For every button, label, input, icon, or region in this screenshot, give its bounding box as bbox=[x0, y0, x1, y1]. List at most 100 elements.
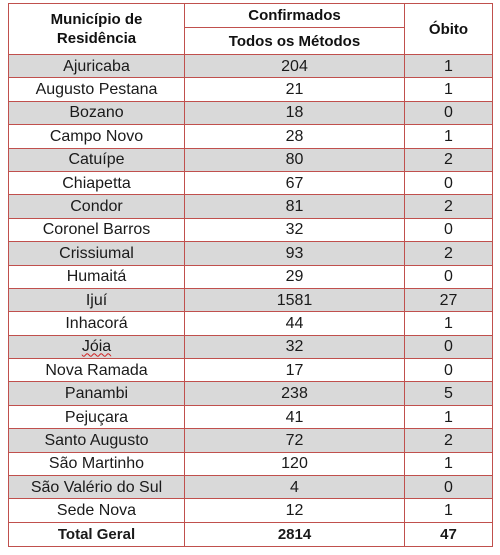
table-row: São Valério do Sul 4 0 bbox=[8, 475, 493, 500]
municipio-name: Condor bbox=[70, 198, 123, 216]
cell-obito: 0 bbox=[404, 475, 493, 500]
cell-obito: 1 bbox=[404, 124, 493, 149]
cell-obito: 0 bbox=[404, 334, 493, 360]
municipio-name: Ijuí bbox=[85, 291, 108, 309]
cell-confirmados: 12 bbox=[184, 498, 405, 523]
table-row: Catuípe 80 2 bbox=[8, 147, 493, 172]
cell-obito: 1 bbox=[404, 404, 493, 430]
table-row: Panambi 238 5 bbox=[8, 381, 493, 406]
cell-obito: 2 bbox=[404, 147, 493, 172]
header-confirmados: Confirmados bbox=[184, 2, 405, 29]
cell-confirmados: 80 bbox=[184, 147, 405, 172]
municipio-name: Coronel Barros bbox=[42, 221, 151, 239]
table-row: Santo Augusto 72 2 bbox=[8, 428, 493, 453]
table-row: Bozano 18 0 bbox=[8, 100, 493, 126]
municipio-name: Campo Novo bbox=[49, 127, 144, 145]
cell-obito: 1 bbox=[404, 77, 493, 102]
table-row: Augusto Pestana 21 1 bbox=[8, 77, 493, 102]
covid-cases-table: Município de Residência Confirmados Óbit… bbox=[8, 2, 493, 547]
cell-obito: 1 bbox=[404, 53, 493, 79]
cell-municipio: Jóia bbox=[8, 334, 185, 360]
cell-confirmados: 41 bbox=[184, 404, 405, 430]
cell-municipio: Panambi bbox=[8, 381, 185, 406]
cell-obito: 1 bbox=[404, 498, 493, 523]
cell-municipio: Bozano bbox=[8, 100, 185, 126]
municipio-name: São Martinho bbox=[48, 455, 145, 473]
municipio-name: São Valério do Sul bbox=[30, 478, 163, 496]
cell-confirmados: 204 bbox=[184, 53, 405, 79]
table-row: Coronel Barros 32 0 bbox=[8, 217, 493, 243]
municipio-name: Augusto Pestana bbox=[35, 81, 158, 99]
cell-confirmados: 29 bbox=[184, 264, 405, 289]
total-label: Total Geral bbox=[8, 521, 185, 547]
table-row: Ajuricaba 204 1 bbox=[8, 53, 493, 79]
cell-confirmados: 32 bbox=[184, 217, 405, 243]
cell-confirmados: 120 bbox=[184, 451, 405, 477]
total-confirmados: 2814 bbox=[184, 521, 405, 547]
cell-obito: 0 bbox=[404, 264, 493, 289]
cell-municipio: Catuípe bbox=[8, 147, 185, 172]
municipio-name: Jóia bbox=[81, 338, 112, 356]
cell-confirmados: 28 bbox=[184, 124, 405, 149]
municipio-name: Panambi bbox=[64, 385, 129, 403]
covid-cases-table-container: Município de Residência Confirmados Óbit… bbox=[8, 2, 493, 550]
cell-confirmados: 1581 bbox=[184, 287, 405, 313]
cell-confirmados: 93 bbox=[184, 241, 405, 266]
header-obito: Óbito bbox=[404, 3, 493, 55]
cell-confirmados: 18 bbox=[184, 100, 405, 126]
table-row: Condor 81 2 bbox=[8, 194, 493, 219]
municipio-name: Nova Ramada bbox=[45, 361, 148, 379]
cell-municipio: Ajuricaba bbox=[8, 53, 185, 79]
header-municipio: Município de Residência bbox=[8, 3, 185, 55]
total-row: Total Geral 2814 47 bbox=[8, 521, 493, 547]
table-row: Humaitá 29 0 bbox=[8, 264, 493, 289]
municipio-name: Catuípe bbox=[68, 151, 125, 169]
municipio-name: Chiapetta bbox=[62, 174, 131, 192]
cell-confirmados: 67 bbox=[184, 170, 405, 196]
cell-municipio: Inhacorá bbox=[8, 311, 185, 336]
cell-obito: 2 bbox=[404, 194, 493, 219]
header-municipio-line1: Município de bbox=[50, 11, 143, 28]
municipio-name: Ajuricaba bbox=[63, 57, 130, 75]
cell-confirmados: 72 bbox=[184, 428, 405, 453]
cell-municipio: Augusto Pestana bbox=[8, 77, 185, 102]
municipio-name: Bozano bbox=[69, 104, 124, 122]
cell-confirmados: 17 bbox=[184, 358, 405, 383]
municipio-name: Humaitá bbox=[66, 268, 127, 286]
cell-municipio: Ijuí bbox=[8, 287, 185, 313]
header-todos-metodos: Todos os Métodos bbox=[184, 27, 405, 55]
municipio-name: Inhacorá bbox=[65, 314, 128, 332]
cell-obito: 27 bbox=[404, 287, 493, 313]
municipio-name: Sede Nova bbox=[56, 502, 137, 520]
table-row: Campo Novo 28 1 bbox=[8, 124, 493, 149]
cell-municipio: Campo Novo bbox=[8, 124, 185, 149]
municipio-name: Santo Augusto bbox=[44, 431, 149, 449]
cell-municipio: Santo Augusto bbox=[8, 428, 185, 453]
cell-municipio: Pejuçara bbox=[8, 404, 185, 430]
cell-obito: 2 bbox=[404, 428, 493, 453]
table-row: Jóia 32 0 bbox=[8, 334, 493, 360]
table-row: Sede Nova 12 1 bbox=[8, 498, 493, 523]
table-header: Município de Residência Confirmados Óbit… bbox=[8, 2, 493, 55]
cell-obito: 2 bbox=[404, 241, 493, 266]
table-row: Crissiumal 93 2 bbox=[8, 241, 493, 266]
cell-municipio: Coronel Barros bbox=[8, 217, 185, 243]
cell-municipio: Humaitá bbox=[8, 264, 185, 289]
table-row: São Martinho 120 1 bbox=[8, 451, 493, 477]
total-obito: 47 bbox=[404, 521, 493, 547]
cell-municipio: Condor bbox=[8, 194, 185, 219]
cell-confirmados: 32 bbox=[184, 334, 405, 360]
cell-municipio: Nova Ramada bbox=[8, 358, 185, 383]
table-row: Ijuí 1581 27 bbox=[8, 287, 493, 313]
table-body: Ajuricaba 204 1 Augusto Pestana 21 1 Bozano 18 0… bbox=[8, 53, 493, 523]
cell-municipio: São Valério do Sul bbox=[8, 475, 185, 500]
municipio-name: Crissiumal bbox=[59, 244, 134, 262]
cell-obito: 1 bbox=[404, 451, 493, 477]
cell-obito: 0 bbox=[404, 217, 493, 243]
cell-municipio: São Martinho bbox=[8, 451, 185, 477]
cell-municipio: Chiapetta bbox=[8, 170, 185, 196]
table-row: Inhacorá 44 1 bbox=[8, 311, 493, 336]
cell-obito: 0 bbox=[404, 358, 493, 383]
cell-obito: 1 bbox=[404, 311, 493, 336]
header-municipio-line2: Residência bbox=[56, 30, 137, 47]
